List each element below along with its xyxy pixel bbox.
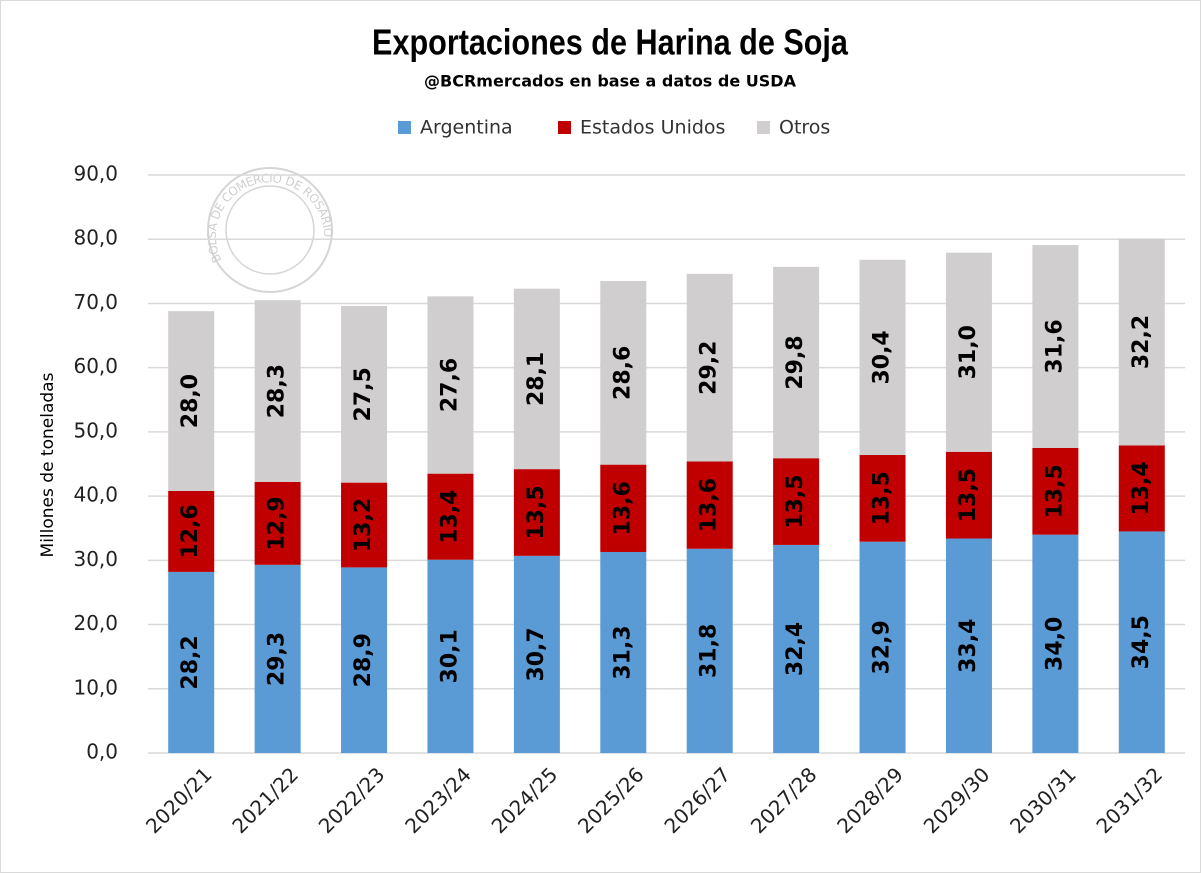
data-label: 13,5 — [1042, 464, 1067, 518]
bar-segment — [513, 469, 560, 556]
bar-segment — [427, 473, 474, 560]
seal-ring — [225, 185, 315, 275]
bar-segment — [341, 306, 388, 483]
data-label: 13,6 — [610, 481, 635, 535]
data-label: 30,7 — [524, 627, 549, 681]
bar-segment — [168, 571, 215, 753]
data-label: 27,5 — [351, 367, 376, 421]
y-tick-label: 0,0 — [86, 740, 118, 764]
data-label: 12,9 — [265, 496, 290, 550]
y-tick-label: 50,0 — [73, 418, 118, 442]
data-label: 34,0 — [1042, 617, 1067, 671]
bar-segment — [168, 311, 215, 491]
bar-segment — [686, 548, 733, 753]
bar-segment — [513, 288, 560, 470]
data-label: 28,0 — [178, 374, 203, 428]
data-label: 29,8 — [783, 335, 808, 389]
y-tick-label: 90,0 — [73, 162, 118, 186]
data-label: 28,2 — [178, 635, 203, 689]
bar-segment — [773, 544, 820, 753]
bar-segment — [341, 567, 388, 753]
data-label: 29,3 — [265, 632, 290, 686]
y-tick-label: 20,0 — [73, 611, 118, 635]
data-label: 27,6 — [437, 358, 462, 412]
data-label: 30,1 — [437, 629, 462, 683]
bar-segment — [254, 564, 301, 753]
data-label: 13,5 — [870, 471, 895, 525]
bar-segment — [686, 461, 733, 549]
bar-segment — [773, 458, 820, 545]
bar-segment — [1118, 445, 1165, 532]
bar-segment — [600, 551, 647, 753]
data-label: 13,5 — [524, 485, 549, 539]
legend-swatch — [558, 121, 571, 134]
data-label: 34,5 — [1129, 615, 1154, 669]
data-label: 31,0 — [956, 325, 981, 379]
bar-segment — [945, 538, 992, 753]
data-label: 13,4 — [437, 490, 462, 544]
y-tick-label: 10,0 — [73, 675, 118, 699]
bar-segment — [427, 559, 474, 753]
bar-segment — [168, 490, 215, 572]
data-label: 28,3 — [265, 364, 290, 418]
bar-segment — [859, 455, 906, 542]
bar-segment — [1032, 245, 1079, 448]
legend-label: Estados Unidos — [580, 117, 725, 139]
data-label: 32,2 — [1129, 315, 1154, 369]
data-label: 28,1 — [524, 352, 549, 406]
y-tick-label: 70,0 — [73, 290, 118, 314]
data-label: 32,4 — [783, 622, 808, 676]
legend-label: Argentina — [420, 117, 513, 139]
data-label: 31,3 — [610, 625, 635, 679]
chart-title: Exportaciones de Harina de Soja — [372, 23, 848, 63]
y-tick-label: 80,0 — [73, 226, 118, 250]
bar-segment — [945, 451, 992, 539]
data-label: 13,5 — [783, 474, 808, 528]
bar-segment — [341, 482, 388, 568]
bar-segment — [427, 296, 474, 474]
y-tick-label: 60,0 — [73, 354, 118, 378]
bar-segment — [945, 252, 992, 452]
data-label: 30,4 — [870, 330, 895, 384]
data-label: 13,4 — [1129, 461, 1154, 515]
data-label: 29,2 — [697, 341, 722, 395]
data-label: 32,9 — [870, 620, 895, 674]
bar-segment — [773, 266, 820, 459]
bar-segment — [1032, 447, 1079, 535]
bar-segment — [859, 259, 906, 456]
data-label: 33,4 — [956, 619, 981, 673]
bar-segment — [1118, 238, 1165, 446]
bar-segment — [859, 541, 906, 753]
bar-segment — [600, 464, 647, 552]
legend-label: Otros — [779, 117, 830, 139]
bar-segment — [513, 555, 560, 753]
data-label: 13,6 — [697, 478, 722, 532]
bar-segment — [1032, 534, 1079, 753]
bar-segment — [686, 273, 733, 462]
y-tick-label: 40,0 — [73, 483, 118, 507]
bar-segment — [254, 300, 301, 482]
bar-segment — [1118, 531, 1165, 753]
data-label: 12,6 — [178, 504, 203, 558]
chart-subtitle: @BCRmercados en base a datos de USDA — [424, 72, 797, 91]
data-label: 13,5 — [956, 468, 981, 522]
bar-segment — [600, 280, 647, 465]
data-label: 31,6 — [1042, 319, 1067, 373]
data-label: 13,2 — [351, 498, 376, 552]
y-tick-label: 30,0 — [73, 547, 118, 571]
data-label: 28,6 — [610, 346, 635, 400]
data-label: 28,9 — [351, 633, 376, 687]
legend-swatch — [757, 121, 770, 134]
legend-swatch — [398, 121, 411, 134]
seal-ring — [207, 167, 333, 293]
bar-segment — [254, 481, 301, 565]
data-label: 31,8 — [697, 624, 722, 678]
y-axis-label: Millones de toneladas — [38, 372, 58, 557]
